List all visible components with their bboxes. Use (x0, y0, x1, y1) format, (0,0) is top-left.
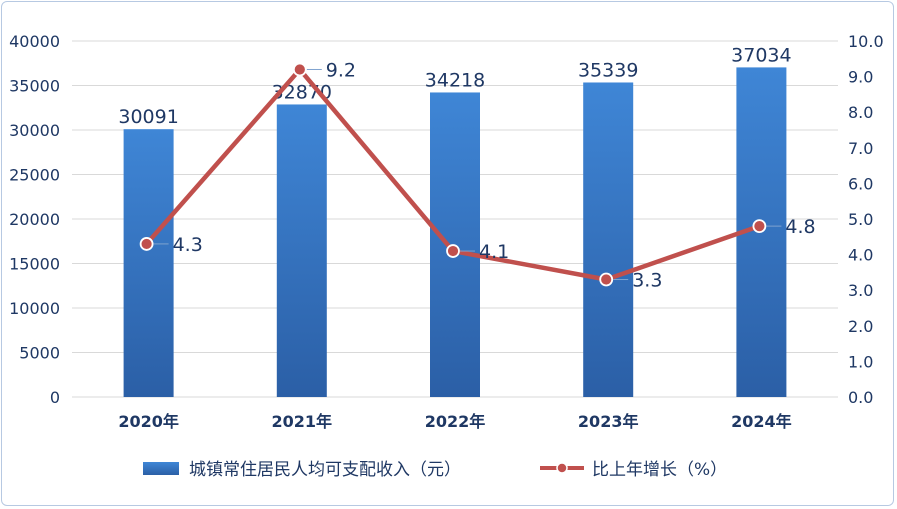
right-tick-label: 1.0 (848, 352, 873, 371)
left-tick-label: 25000 (9, 166, 60, 185)
left-tick-label: 10000 (9, 299, 60, 318)
bar (583, 82, 634, 397)
line-point (446, 244, 460, 258)
line-value-label: 9.2 (326, 59, 356, 81)
left-tick-label: 35000 (9, 77, 60, 96)
category-label: 2023年 (578, 412, 639, 431)
line-value-label: 4.8 (785, 216, 815, 238)
bar (123, 129, 174, 397)
right-tick-label: 2.0 (848, 317, 873, 336)
bar-value-label: 35339 (578, 59, 638, 81)
line-point (752, 219, 767, 234)
legend-bar-swatch (143, 462, 179, 475)
bar-value-label: 30091 (118, 106, 178, 128)
category-label: 2022年 (425, 412, 486, 431)
bar-value-label: 37034 (731, 44, 791, 66)
line-point (599, 272, 614, 287)
legend-line-marker (556, 462, 568, 474)
category-label: 2024年 (731, 412, 792, 431)
right-tick-label: 3.0 (848, 281, 873, 300)
right-tick-label: 8.0 (848, 103, 873, 122)
line-point (139, 237, 154, 251)
left-tick-label: 5000 (19, 344, 60, 363)
line-value-label: 3.3 (632, 270, 662, 292)
right-tick-label: 7.0 (848, 139, 873, 158)
legend: 城镇常住居民人均可支配收入（元） 比上年增长（%） (143, 460, 727, 480)
right-tick-label: 4.0 (848, 246, 873, 265)
bar (276, 104, 327, 397)
left-tick-label: 40000 (9, 32, 60, 51)
left-axis: 0 5000 10000 15000 20000 25000 30000 35000 40000 (9, 32, 60, 407)
legend-line-label: 比上年增长（%） (592, 460, 727, 480)
category-label: 2020年 (118, 412, 179, 431)
x-axis: 2020年 2021年 2022年 2023年 2024年 (118, 412, 791, 431)
legend-bar-label: 城镇常住居民人均可支配收入（元） (189, 460, 461, 480)
right-tick-label: 0.0 (848, 388, 873, 407)
right-tick-label: 5.0 (848, 210, 873, 229)
left-tick-label: 0 (50, 388, 60, 407)
left-tick-label: 15000 (9, 255, 60, 274)
line-series: 4.3 9.2 4.1 3.3 4.8 (139, 59, 816, 292)
right-tick-label: 9.0 (848, 68, 873, 87)
line-point (292, 62, 307, 77)
line-value-label: 4.3 (173, 234, 203, 256)
right-tick-label: 10.0 (848, 32, 884, 51)
left-tick-label: 30000 (9, 121, 60, 140)
line-value-label: 4.1 (479, 241, 509, 263)
left-tick-label: 20000 (9, 210, 60, 229)
bar-value-label: 34218 (425, 69, 485, 91)
category-label: 2021年 (272, 412, 333, 431)
right-tick-label: 6.0 (848, 174, 873, 193)
right-axis: 0.0 1.0 2.0 3.0 4.0 5.0 6.0 7.0 8.0 9.0 10.0 (848, 32, 884, 407)
